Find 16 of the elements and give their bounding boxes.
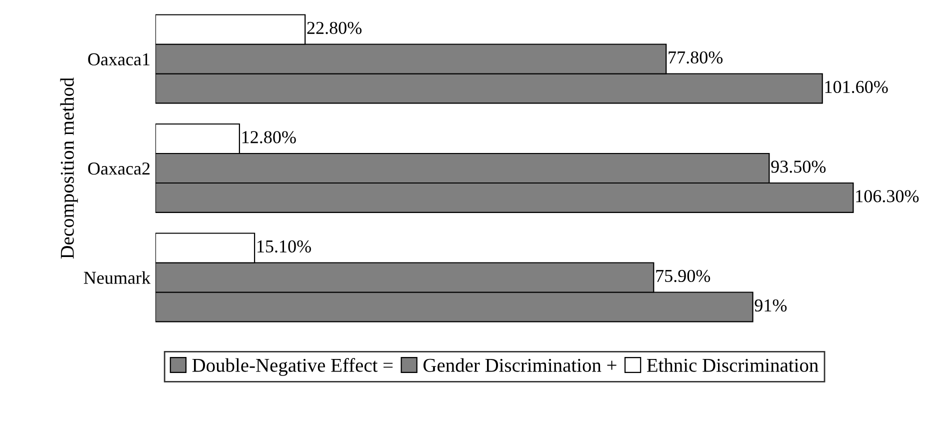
data-label: 101.60% (825, 80, 888, 94)
data-label: 15.10% (258, 240, 311, 253)
legend-label: Ethnic Discrimination (646, 358, 818, 372)
data-label: 93.50% (771, 160, 826, 173)
y-tick-label: Neumark (84, 271, 151, 284)
legend-label: Double-Negative Effect = (192, 358, 393, 376)
y-axis-title: Decomposition method (60, 77, 78, 259)
data-label: 12.80% (242, 131, 296, 144)
legend-label: Gender Discrimination + (424, 358, 616, 372)
data-label: 22.80% (307, 22, 362, 34)
data-label: 77.80% (668, 51, 723, 64)
y-tick-label: Oaxaca2 (88, 162, 150, 175)
y-tick-label: Oaxaca1 (88, 53, 150, 66)
data-label: 106.30% (856, 190, 919, 202)
data-label: 75.90% (656, 270, 710, 282)
data-label: 91% (754, 299, 787, 312)
